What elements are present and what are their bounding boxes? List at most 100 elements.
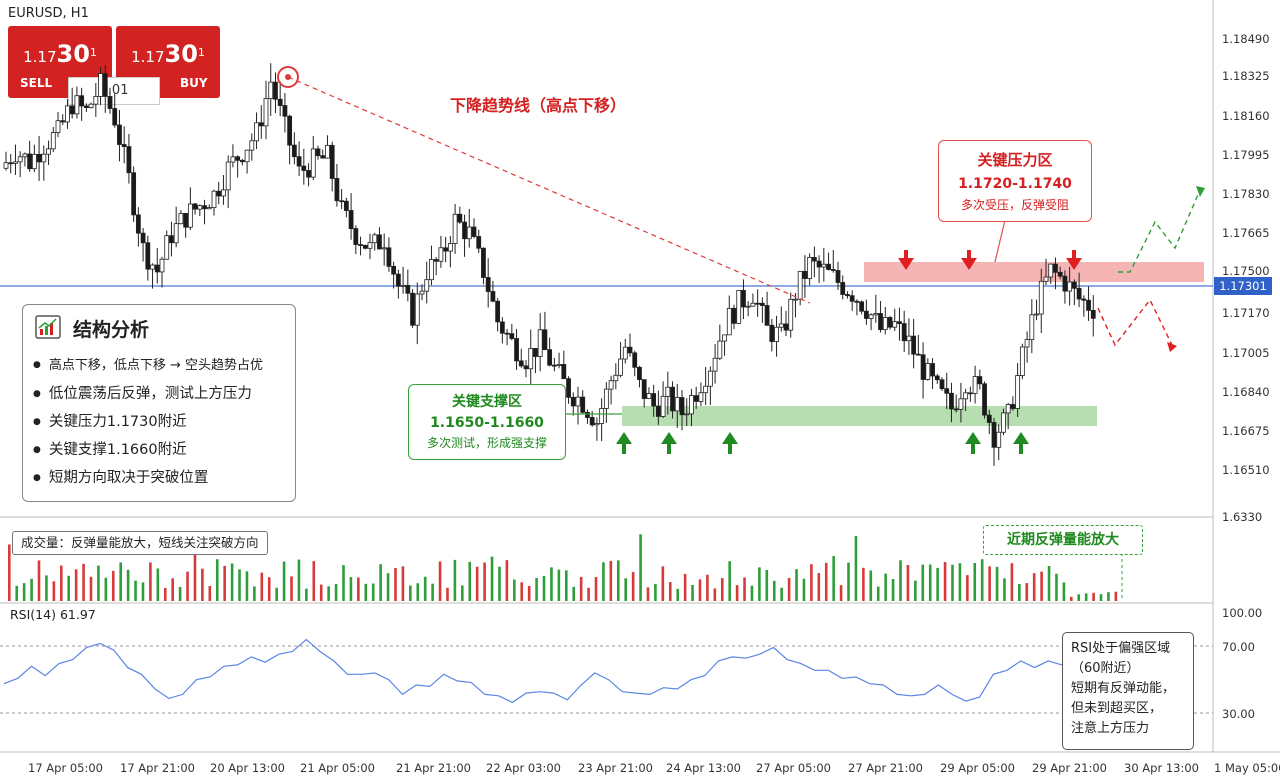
candle-down [112, 108, 118, 126]
candle-down [169, 235, 174, 244]
candle-up [254, 122, 259, 142]
volume-bar [891, 578, 895, 601]
candle-down [641, 379, 647, 399]
candle-up [22, 153, 28, 158]
y-tick: 1.17500 [1222, 264, 1270, 278]
volume-bar [230, 563, 234, 601]
volume-bar [565, 570, 568, 601]
candle-up [613, 374, 619, 382]
volume-bar [1010, 563, 1014, 601]
support-note: 多次测试，形成强支撑 [426, 436, 547, 450]
sell-price: 1.17301 [23, 40, 97, 68]
candle-up [660, 395, 666, 417]
y-tick: 1.17995 [1222, 148, 1270, 162]
volume-bar [1107, 592, 1110, 601]
candle-up [221, 189, 226, 197]
candle-down [670, 386, 675, 412]
volume-bar [906, 564, 910, 601]
candle-down [991, 422, 997, 448]
candle-down [826, 263, 831, 270]
candle-up [1001, 412, 1006, 433]
candle-up [150, 264, 155, 270]
bullish-arrowhead-icon [1196, 186, 1205, 197]
candle-down [830, 269, 836, 271]
rsi-callout: RSI处于偏强区域 （60附近） 短期有反弹动能， 但未到超买区， 注意上方压力 [1062, 632, 1194, 750]
volume-bar [245, 571, 249, 601]
volume-bar [379, 564, 382, 601]
volume-bar [1070, 596, 1073, 601]
candle-up [244, 149, 250, 163]
support-arrows [616, 432, 1029, 454]
candle-up [788, 298, 794, 331]
candle-down [939, 379, 945, 390]
up-arrow-icon [661, 432, 677, 454]
y-tick: 1.18325 [1222, 69, 1270, 83]
volume-bar [22, 583, 26, 601]
x-tick: 21 Apr 21:00 [396, 761, 471, 775]
volume-bar [616, 560, 620, 601]
x-tick: 29 Apr 05:00 [940, 761, 1015, 775]
candle-down [759, 302, 765, 306]
candle-up [618, 358, 623, 376]
candle-down [655, 405, 661, 417]
candle-down [986, 414, 992, 423]
volume-bar [824, 562, 828, 601]
volume-bar [461, 585, 464, 601]
volume-bar [899, 560, 902, 601]
volume-bar [1025, 583, 1029, 601]
candle-down [348, 210, 354, 230]
candle-down [353, 228, 359, 245]
candle-down [405, 284, 411, 294]
volume-bar [267, 577, 271, 601]
candle-down [239, 159, 245, 163]
volume-bar [602, 562, 605, 601]
up-arrow-icon [722, 432, 738, 454]
candle-down [755, 302, 761, 305]
volume-bar [178, 587, 182, 601]
y-tick: 1.16840 [1222, 385, 1270, 399]
volume-bar [557, 569, 561, 601]
candle-up [88, 103, 94, 108]
volume-bar [401, 566, 405, 601]
candle-up [807, 257, 813, 279]
volume-bar [720, 578, 724, 601]
volume-bar [862, 567, 865, 601]
candle-down [783, 323, 789, 331]
candle-down [811, 257, 817, 262]
candle-up [1067, 281, 1073, 292]
trendline-label: 下降趋势线（高点下移） [450, 96, 626, 115]
candle-up [963, 392, 969, 400]
resistance-title: 关键压力区 [977, 151, 1053, 169]
volume-bar [89, 576, 93, 601]
candle-down [523, 365, 529, 370]
volume-bar [409, 585, 412, 601]
volume-bar [654, 583, 657, 601]
volume-bar [810, 564, 813, 601]
candle-down [443, 247, 449, 252]
candle-down [585, 411, 590, 418]
candle-down [358, 244, 363, 246]
candle-up [745, 305, 751, 308]
candle-down [1053, 263, 1058, 273]
volume-bar [973, 562, 977, 601]
support-callout: 关键支撑区 1.1650-1.1660 多次测试，形成强支撑 [408, 384, 566, 460]
volume-bar [297, 559, 301, 601]
rsi-line [3, 638, 1063, 704]
candle-down [287, 115, 293, 146]
volume-bar [498, 566, 501, 601]
candle-down [566, 378, 571, 398]
volume-bar [334, 584, 338, 601]
x-tick: 23 Apr 21:00 [578, 761, 653, 775]
candle-up [556, 364, 562, 366]
candle-down [258, 122, 264, 127]
bearish-arrowhead-icon [1167, 342, 1177, 352]
candle-up [665, 386, 671, 397]
candle-down [949, 392, 954, 410]
volume-bar [134, 580, 137, 601]
bearish-scenario-path [1097, 298, 1173, 347]
volume-bar [364, 583, 368, 601]
candle-down [102, 73, 108, 97]
candle-down [216, 190, 222, 197]
volume-bar [876, 586, 880, 601]
volume-bar [520, 582, 524, 601]
